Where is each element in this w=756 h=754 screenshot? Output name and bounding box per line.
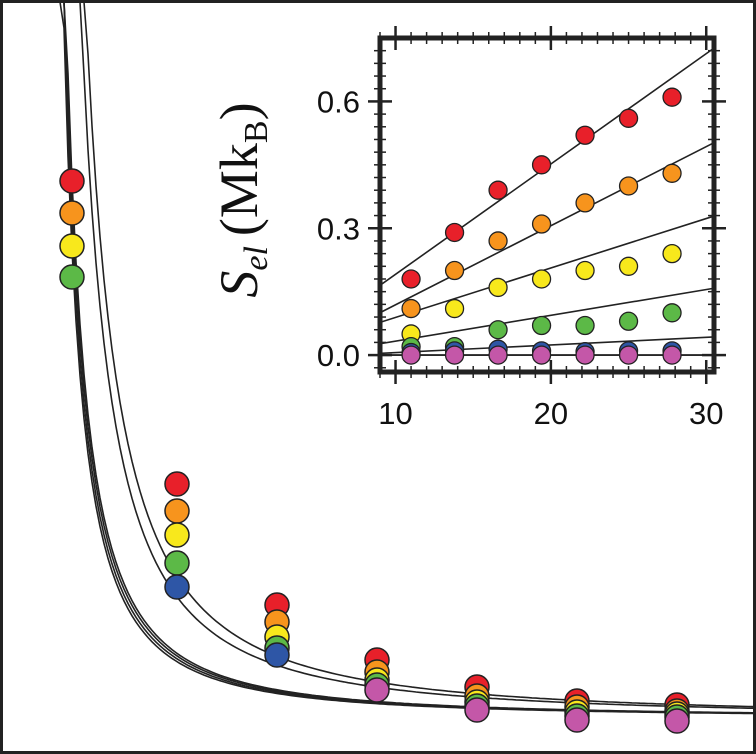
inset-data-point (575, 125, 595, 145)
inset-data-point (444, 222, 465, 243)
main-data-point (164, 522, 190, 548)
inset-data-point (488, 180, 508, 200)
inset-data-point (444, 260, 465, 281)
inset-data-point (488, 320, 508, 340)
inset-data-point (575, 315, 595, 336)
main-data-point (164, 498, 190, 524)
main-data-point (264, 642, 290, 668)
inset-data-point (531, 315, 552, 336)
main-data-point (464, 697, 490, 723)
main-data-point (59, 200, 85, 226)
inset-data-point (618, 108, 639, 128)
inset-y-tick-labels: 0.0 0.3 0.6 (317, 84, 360, 373)
main-data-point (59, 168, 85, 194)
inset-data-point (531, 345, 552, 365)
inset-data-points (401, 87, 682, 365)
inset-data-point (401, 298, 421, 319)
inset-y-axis-label: Sel(MkB) (209, 102, 275, 297)
inset-chart: 0.0 0.3 0.6 10 20 30 Sel(MkB) (209, 26, 726, 431)
main-data-point (59, 233, 85, 259)
inset-fit-line (379, 215, 715, 324)
main-data-point (59, 264, 85, 290)
main-data-points (59, 168, 690, 734)
inset-x-tick-label: 30 (689, 396, 723, 431)
main-data-point (364, 677, 390, 703)
inset-data-point (531, 269, 552, 289)
inset-data-point (444, 345, 465, 365)
inset-data-point (531, 155, 552, 175)
main-fit-curve (44, 1, 756, 708)
inset-data-point (618, 345, 639, 365)
inset-x-tick-label: 20 (534, 396, 568, 431)
main-data-point (164, 550, 190, 576)
inset-data-point (444, 298, 465, 319)
main-data-point (164, 471, 190, 497)
inset-x-tick-label: 10 (378, 396, 412, 431)
inset-data-point (662, 163, 682, 183)
inset-data-point (488, 277, 508, 298)
inset-ticks (368, 26, 726, 384)
inset-x-tick-labels: 10 20 30 (378, 396, 723, 431)
inset-y-tick-label: 0.0 (317, 338, 360, 373)
inset-data-point (488, 345, 508, 365)
main-fit-curve (44, 1, 756, 715)
main-data-point (164, 574, 190, 600)
inset-data-point (662, 87, 682, 107)
main-fit-curve (44, 1, 756, 710)
inset-data-point (575, 345, 595, 365)
inset-data-point (618, 256, 639, 276)
inset-data-point (618, 311, 639, 331)
inset-data-point (531, 214, 552, 234)
inset-data-point (662, 243, 682, 264)
inset-data-point (662, 345, 682, 365)
inset-data-point (401, 269, 421, 289)
inset-y-tick-label: 0.6 (317, 84, 360, 119)
inset-data-point (662, 303, 682, 323)
main-fit-curves (44, 1, 756, 715)
inset-data-point (488, 231, 508, 251)
main-data-point (564, 707, 590, 733)
main-data-point (664, 708, 690, 734)
inset-data-point (575, 193, 595, 213)
inset-data-point (618, 176, 639, 196)
inset-y-tick-label: 0.3 (317, 211, 360, 246)
inset-data-point (575, 260, 595, 281)
inset-data-point (401, 345, 421, 365)
inset-fit-line (379, 287, 715, 345)
